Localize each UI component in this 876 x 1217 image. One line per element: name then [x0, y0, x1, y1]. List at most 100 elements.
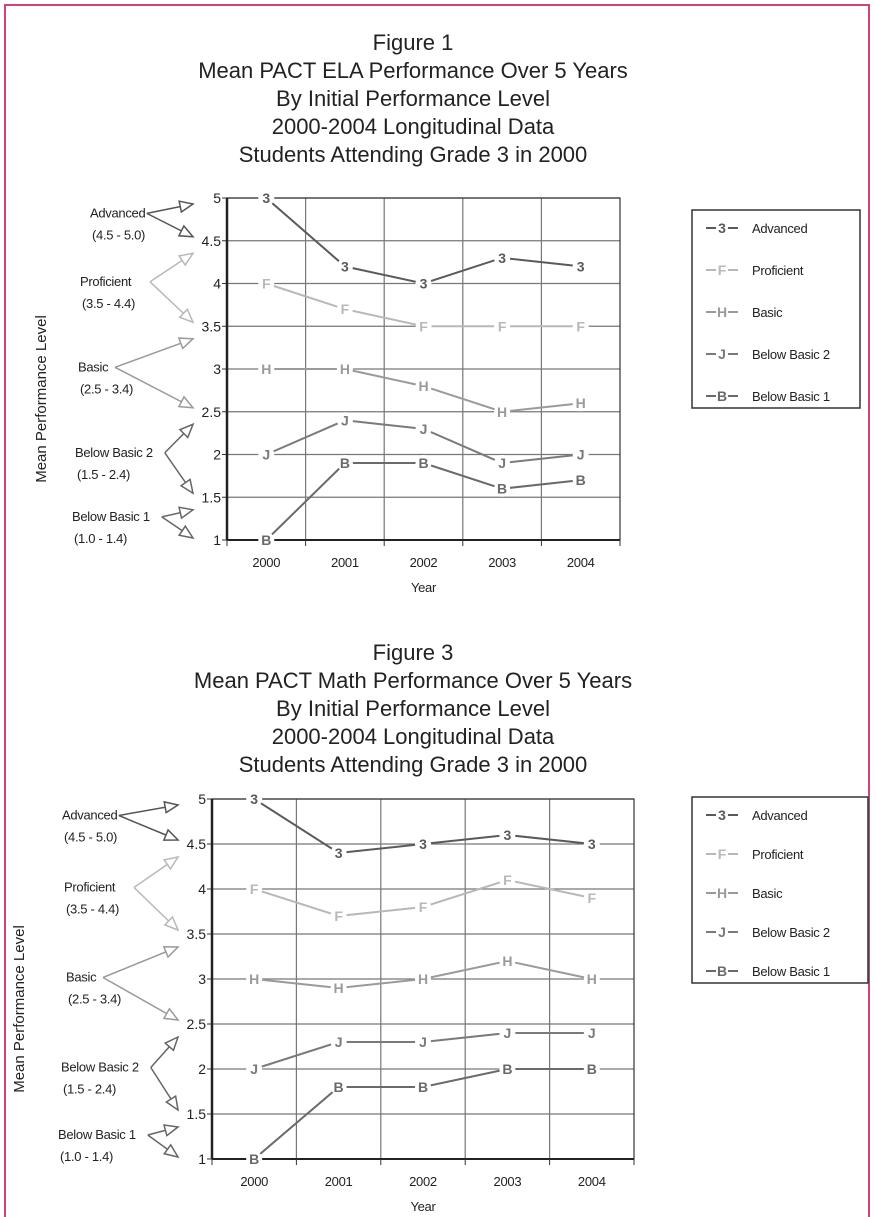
legend-marker: B [717, 963, 727, 979]
data-point: F [498, 318, 507, 334]
data-point: J [504, 1025, 512, 1041]
y-tick-label: 2.5 [202, 404, 222, 420]
legend-marker-bg [716, 965, 728, 977]
data-point: B [576, 472, 586, 488]
data-point: J [420, 421, 428, 437]
legend-marker: 3 [718, 807, 726, 823]
data-point-bg [499, 872, 516, 888]
data-point: 3 [588, 836, 596, 852]
data-point: B [587, 1061, 597, 1077]
legend-marker-bg [716, 264, 728, 276]
data-point-bg [258, 275, 275, 292]
data-point-bg [330, 1034, 347, 1050]
data-point-bg [336, 301, 353, 318]
figure-1: Figure 1 Mean PACT ELA Performance Over 5… [33, 30, 861, 595]
level-range: (2.5 - 3.4) [80, 381, 133, 396]
legend-marker: H [717, 304, 727, 320]
data-point-bg [583, 836, 600, 852]
level-range: (1.5 - 2.4) [63, 1082, 116, 1097]
level-annotation-advanced: Advanced (4.5 - 5.0) [90, 200, 195, 242]
data-point-bg [494, 480, 511, 497]
series-below-basic-1: B B B B B [258, 455, 589, 548]
data-point: 3 [420, 276, 428, 292]
data-point-bg [415, 836, 431, 852]
figure-3: Figure 3 Mean PACT Math Performance Over … [11, 640, 869, 1214]
data-point: J [335, 1034, 343, 1050]
annotation-line [102, 976, 179, 1021]
data-point: 3 [341, 258, 349, 274]
y-tick-label: 2 [213, 447, 221, 463]
y-tick-label: 4 [213, 276, 221, 292]
data-point: B [502, 1061, 512, 1077]
level-annotation-below-basic-2: Below Basic 2 (1.5 - 2.4) [75, 422, 195, 495]
legend-label: Below Basic 1 [752, 389, 830, 404]
legend-marker: B [717, 388, 727, 404]
data-point: F [588, 890, 597, 906]
data-point-bg [494, 249, 511, 266]
data-point-bg [494, 455, 511, 472]
data-point: H [502, 953, 512, 969]
arrow-head-icon [165, 1094, 180, 1112]
legend-label: Proficient [752, 847, 804, 862]
data-point-bg [415, 378, 432, 395]
arrow-head-icon [162, 1007, 180, 1021]
data-point-bg [246, 881, 263, 897]
level-range: (1.5 - 2.4) [77, 467, 130, 482]
level-name: Basic [66, 970, 97, 985]
legend-marker: J [718, 346, 726, 362]
chart-title: Mean PACT Math Performance Over 5 Years [194, 668, 632, 693]
chart-subtitle: By Initial Performance Level [276, 86, 550, 111]
chart-subtitle: Students Attending Grade 3 in 2000 [239, 752, 588, 777]
data-point-bg [572, 472, 589, 489]
arrow-head-icon [177, 337, 195, 350]
x-axis-label: Year [411, 580, 437, 595]
data-point: J [262, 447, 270, 463]
series-basic: H H H H H [258, 361, 589, 420]
series-below-basic-1: B B B B B [246, 1061, 600, 1167]
level-annotation-advanced: Advanced (4.5 - 5.0) [62, 800, 180, 845]
data-point-bg [494, 403, 511, 420]
level-range: (1.0 - 1.4) [74, 531, 127, 546]
legend-label: Proficient [752, 263, 804, 278]
y-tick-label: 1.5 [202, 489, 222, 505]
data-point-bg [583, 1025, 600, 1041]
chart-subtitle: 2000-2004 Longitudinal Data [272, 114, 555, 139]
data-point: 3 [262, 190, 270, 206]
data-point: H [334, 980, 344, 996]
arrow-head-icon [162, 855, 180, 871]
data-point: J [419, 1034, 427, 1050]
data-point-bg [415, 275, 432, 292]
legend-label: Below Basic 1 [752, 964, 830, 979]
level-name: Proficient [80, 274, 132, 289]
annotation-line [114, 338, 194, 368]
data-point: 3 [250, 791, 258, 807]
arrow-head-icon [163, 1035, 180, 1052]
data-point-bg [415, 1034, 431, 1050]
y-tick-label: 3.5 [202, 318, 222, 334]
data-point-bg [415, 420, 432, 437]
series-proficient: F F F F F [246, 872, 600, 924]
legend-marker-bg [716, 348, 728, 360]
level-name: Below Basic 2 [75, 445, 153, 460]
data-point-bg [336, 455, 353, 472]
data-point: F [250, 881, 259, 897]
x-tick-label: 2003 [494, 1174, 522, 1189]
data-point: 3 [498, 250, 506, 266]
data-point-bg [415, 971, 431, 987]
x-axis-label: Year [410, 1199, 436, 1214]
arrow-head-icon [178, 200, 195, 214]
legend-marker-bg [716, 222, 728, 234]
data-point: J [341, 412, 349, 428]
legend-marker-bg [716, 887, 728, 899]
level-name: Proficient [64, 880, 116, 895]
legend-label: Basic [752, 886, 783, 901]
legend-marker-bg [716, 306, 728, 318]
series-basic: H H H H H [246, 953, 600, 996]
data-point-bg [499, 1061, 516, 1077]
level-range: (3.5 - 4.4) [66, 902, 119, 917]
level-name: Basic [78, 359, 109, 374]
data-point-bg [330, 845, 347, 861]
level-name: Below Basic 1 [58, 1127, 136, 1142]
arrow-head-icon [178, 307, 195, 324]
x-tick-label: 2002 [410, 555, 438, 570]
